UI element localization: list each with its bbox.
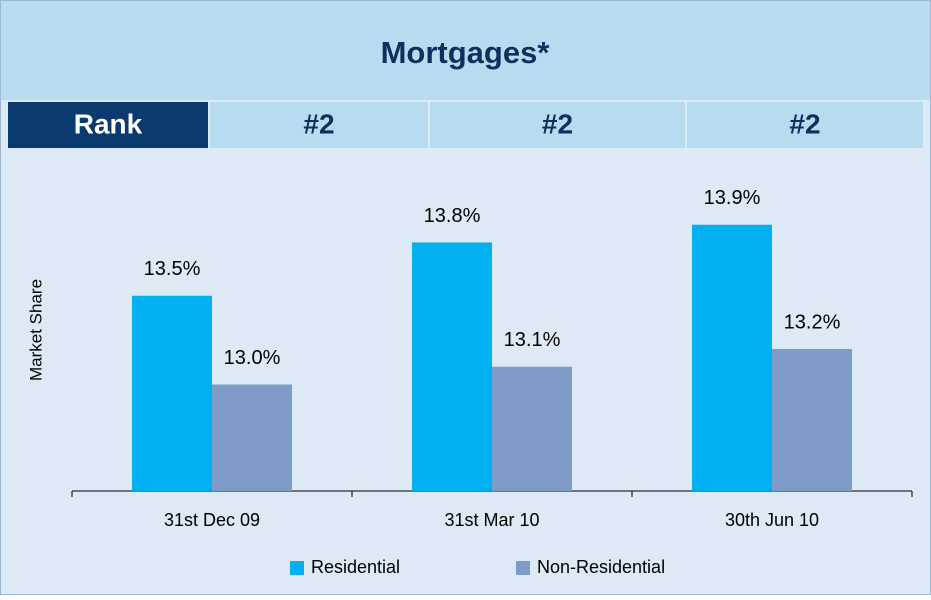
rank-label: Rank [74, 108, 143, 139]
data-label: 13.0% [224, 347, 281, 369]
rank-value: #2 [542, 108, 573, 139]
data-label: 13.2% [784, 311, 841, 333]
data-label: 13.8% [424, 205, 481, 227]
title: Mortgages* [381, 35, 551, 70]
rank-value: #2 [789, 108, 820, 139]
x-tick-label: 31st Dec 09 [164, 510, 260, 530]
legend-label: Non-Residential [537, 557, 665, 577]
rank-cell [687, 102, 923, 148]
x-tick-label: 30th Jun 10 [725, 510, 819, 530]
bar [492, 366, 572, 491]
bar [412, 242, 492, 491]
data-label: 13.5% [144, 258, 201, 280]
x-tick-label: 31st Mar 10 [444, 510, 539, 530]
bar [692, 224, 772, 491]
bar [212, 384, 292, 491]
data-label: 13.9% [704, 187, 761, 209]
legend-label: Residential [311, 557, 400, 577]
data-label: 13.1% [504, 329, 561, 351]
legend-swatch [516, 561, 530, 575]
y-axis-label: Market Share [26, 279, 45, 381]
rank-label-cell [8, 102, 208, 148]
legend-swatch [290, 561, 304, 575]
bar [772, 349, 852, 491]
rank-value: #2 [303, 108, 334, 139]
rank-cell [210, 102, 428, 148]
title-bar [1, 1, 930, 100]
rank-cell [430, 102, 685, 148]
bar [132, 295, 212, 491]
